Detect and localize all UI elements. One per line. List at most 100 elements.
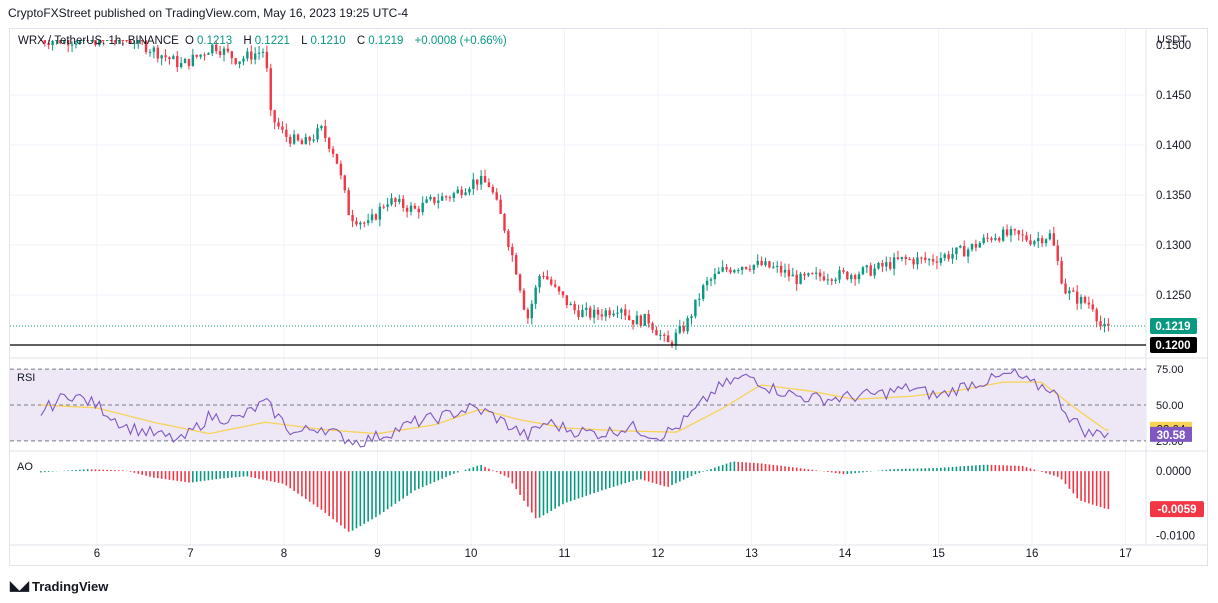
- candle-body: [924, 257, 927, 260]
- candle-body: [678, 326, 682, 333]
- candle-body: [596, 309, 600, 315]
- candle-body: [853, 275, 857, 280]
- candle-body: [709, 279, 713, 281]
- candle-body: [191, 54, 195, 66]
- candle-body: [429, 197, 432, 200]
- candle-body: [339, 163, 343, 176]
- rsi-pane-label[interactable]: RSI: [17, 372, 36, 384]
- candle-body: [1091, 304, 1094, 310]
- candle-body: [1009, 229, 1013, 236]
- candle-body: [577, 310, 580, 318]
- candle-body: [304, 136, 308, 145]
- candle-body: [585, 307, 588, 310]
- candle-body: [140, 40, 144, 42]
- price-tick-label: 0.1400: [1156, 140, 1191, 152]
- candle-body: [335, 153, 339, 164]
- candle-body: [1099, 321, 1102, 327]
- symbol-legend[interactable]: WRX / TetherUS, 1h, BINANCE O 0.1213 H 0.1…: [18, 35, 515, 47]
- candle-body: [511, 246, 514, 256]
- candle-body: [686, 318, 689, 332]
- tradingview-footer[interactable]: ◣◢ TradingView: [10, 578, 108, 594]
- candle-body: [405, 207, 409, 212]
- candle-body: [639, 315, 643, 326]
- candle-body: [1052, 233, 1056, 246]
- candle-body: [51, 41, 54, 46]
- candle-body: [748, 268, 752, 270]
- candle-body: [1072, 290, 1075, 292]
- candle-body: [931, 259, 935, 262]
- candle-body: [900, 256, 904, 259]
- price-tick-label: 0.1450: [1156, 90, 1191, 102]
- candle-body: [522, 290, 526, 310]
- candle-body: [877, 263, 880, 269]
- candle-body: [390, 198, 393, 205]
- candle-body: [865, 265, 869, 268]
- publisher-line: CryptoFXStreet published on TradingView.…: [8, 6, 408, 20]
- last-price-badge: [1150, 318, 1197, 334]
- candle-body: [916, 257, 919, 265]
- x-tick-label: 12: [652, 548, 665, 560]
- candle-body: [1025, 235, 1028, 241]
- candle-body: [546, 276, 549, 280]
- candle-body: [250, 51, 253, 60]
- candle-body: [207, 53, 210, 55]
- candle-body: [1048, 233, 1052, 240]
- candle-body: [1083, 296, 1087, 303]
- candle-body: [218, 51, 222, 55]
- close-value: 0.1219: [368, 35, 404, 47]
- candle-body: [312, 139, 315, 141]
- candle-body: [148, 51, 152, 53]
- candle-body: [803, 273, 806, 276]
- candle-body: [795, 274, 798, 285]
- price-tick-label: 0.1250: [1156, 290, 1191, 302]
- candle-body: [1056, 245, 1059, 261]
- symbol-name[interactable]: WRX / TetherUS, 1h, BINANCE: [18, 35, 179, 47]
- candle-body: [947, 254, 950, 259]
- candle-body: [616, 312, 619, 314]
- candle-body: [927, 259, 931, 261]
- high-label: H: [243, 35, 252, 47]
- candle-body: [378, 206, 382, 220]
- candle-body: [363, 222, 366, 224]
- candle-body: [261, 51, 265, 53]
- candle-body: [943, 254, 946, 259]
- candle-body: [1001, 229, 1005, 241]
- open-label: O: [185, 35, 194, 47]
- candle-body: [990, 238, 993, 240]
- candle-body: [557, 286, 561, 292]
- candle-body: [413, 205, 417, 209]
- candle-body: [935, 261, 939, 263]
- candle-body: [1033, 241, 1036, 245]
- candle-body: [787, 269, 791, 277]
- candle-body: [869, 265, 872, 276]
- candle-body: [647, 314, 650, 324]
- x-tick-label: 9: [374, 548, 380, 560]
- candle-body: [94, 40, 97, 46]
- candle-body: [226, 48, 230, 52]
- open-value: 0.1213: [197, 35, 233, 47]
- candle-body: [838, 270, 841, 280]
- candle-body: [468, 188, 471, 193]
- x-tick-label: 14: [839, 548, 852, 560]
- candle-body: [456, 189, 459, 194]
- candle-body: [834, 279, 837, 281]
- candle-body: [1107, 323, 1110, 326]
- candle-body: [168, 57, 171, 60]
- candle-body: [776, 265, 779, 267]
- candle-body: [253, 53, 257, 60]
- chart-frame: [9, 28, 1208, 566]
- candle-body: [374, 214, 378, 220]
- candle-body: [717, 271, 720, 274]
- candle-body: [850, 275, 853, 280]
- candle-body: [779, 265, 783, 273]
- ao-pane-label[interactable]: AO: [17, 461, 33, 473]
- candle-body: [1060, 260, 1063, 284]
- candle-body: [857, 274, 861, 280]
- candle-body: [643, 314, 646, 326]
- candle-body: [425, 199, 428, 203]
- candle-body: [437, 200, 440, 203]
- candle-body: [355, 221, 358, 225]
- candle-body: [440, 196, 444, 201]
- candle-body: [1005, 229, 1009, 236]
